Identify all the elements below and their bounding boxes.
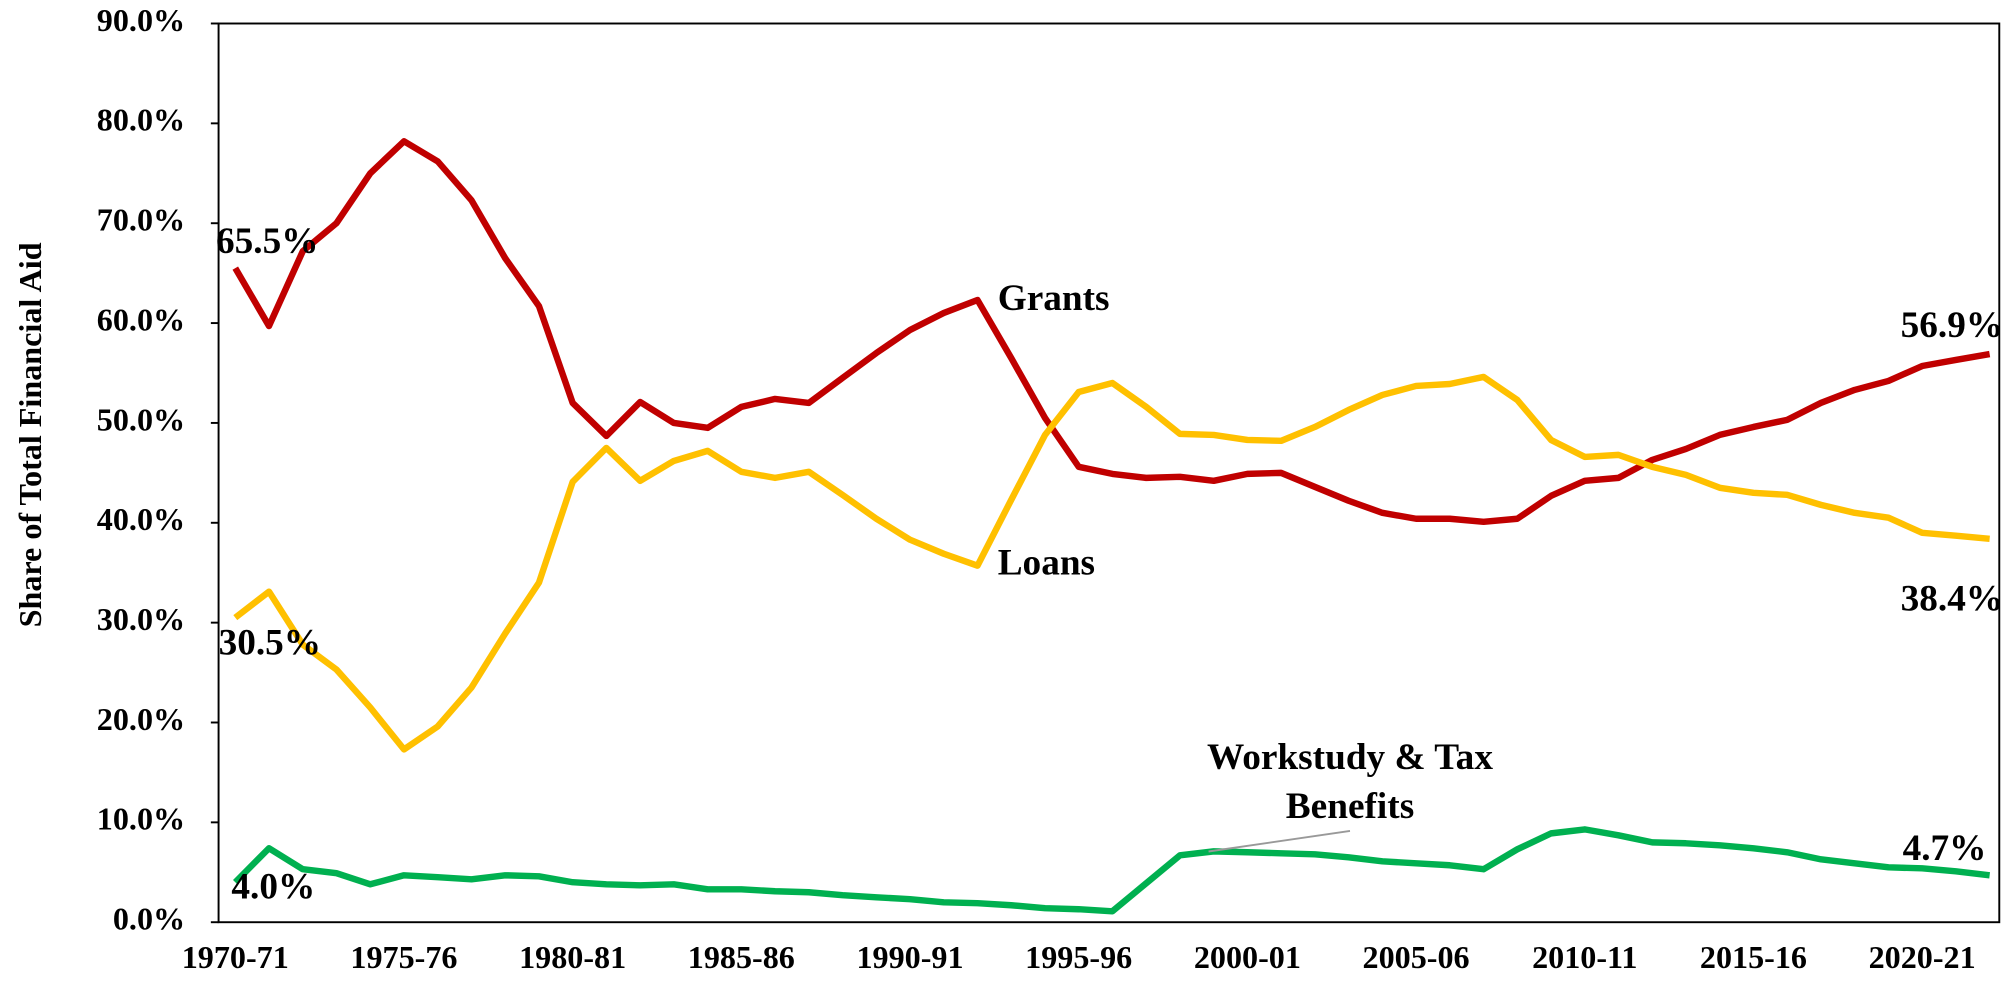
- leader-line: [1208, 829, 1351, 853]
- y-tick-label: 20.0%: [97, 701, 185, 737]
- x-tick-label: 1970-71: [182, 939, 289, 975]
- y-tick-label: 30.0%: [97, 601, 185, 637]
- x-tick-label: 1995-96: [1025, 939, 1132, 975]
- data-label: 30.5%: [219, 622, 321, 663]
- plot-frame: [217, 22, 2001, 924]
- x-tick-label: 2005-06: [1363, 939, 1470, 975]
- data-label: 38.4%: [1901, 579, 2003, 620]
- x-tick-label: 2020-21: [1869, 939, 1976, 975]
- y-axis-label: Share of Total Financial Aid: [12, 242, 48, 627]
- y-tick-label: 10.0%: [97, 801, 185, 837]
- y-tick-label: 70.0%: [97, 202, 185, 238]
- data-label: 4.7%: [1903, 828, 1987, 869]
- y-tick-label: 80.0%: [97, 102, 185, 138]
- data-label: 56.9%: [1901, 305, 2003, 346]
- x-tick-label: 2015-16: [1700, 939, 1807, 975]
- data-label: 4.0%: [231, 867, 315, 908]
- x-tick-label: 2010-11: [1532, 939, 1637, 975]
- x-tick-label: 1980-81: [519, 939, 626, 975]
- x-tick-label: 1990-91: [856, 939, 963, 975]
- series-line: [232, 138, 1991, 526]
- series-line: [233, 826, 1991, 915]
- series-label-text: Workstudy & Tax Benefits: [1207, 737, 1493, 828]
- x-tick-label: 1985-86: [688, 939, 795, 975]
- series-label: Grants: [998, 278, 1110, 319]
- y-tick-label: 0.0%: [113, 901, 185, 937]
- y-tick-label: 60.0%: [97, 301, 185, 337]
- series-label: Loans: [998, 543, 1095, 584]
- series-line: [233, 373, 1990, 753]
- x-tick-label: 1975-76: [350, 939, 457, 975]
- series-label: Workstudy & Tax Benefits: [1207, 737, 1493, 828]
- y-tick-label: 40.0%: [97, 501, 185, 537]
- y-tick-label: 50.0%: [97, 401, 185, 437]
- x-tick-label: 2000-01: [1194, 939, 1301, 975]
- data-label: 65.5%: [216, 221, 318, 262]
- y-tick-label: 90.0%: [97, 2, 185, 38]
